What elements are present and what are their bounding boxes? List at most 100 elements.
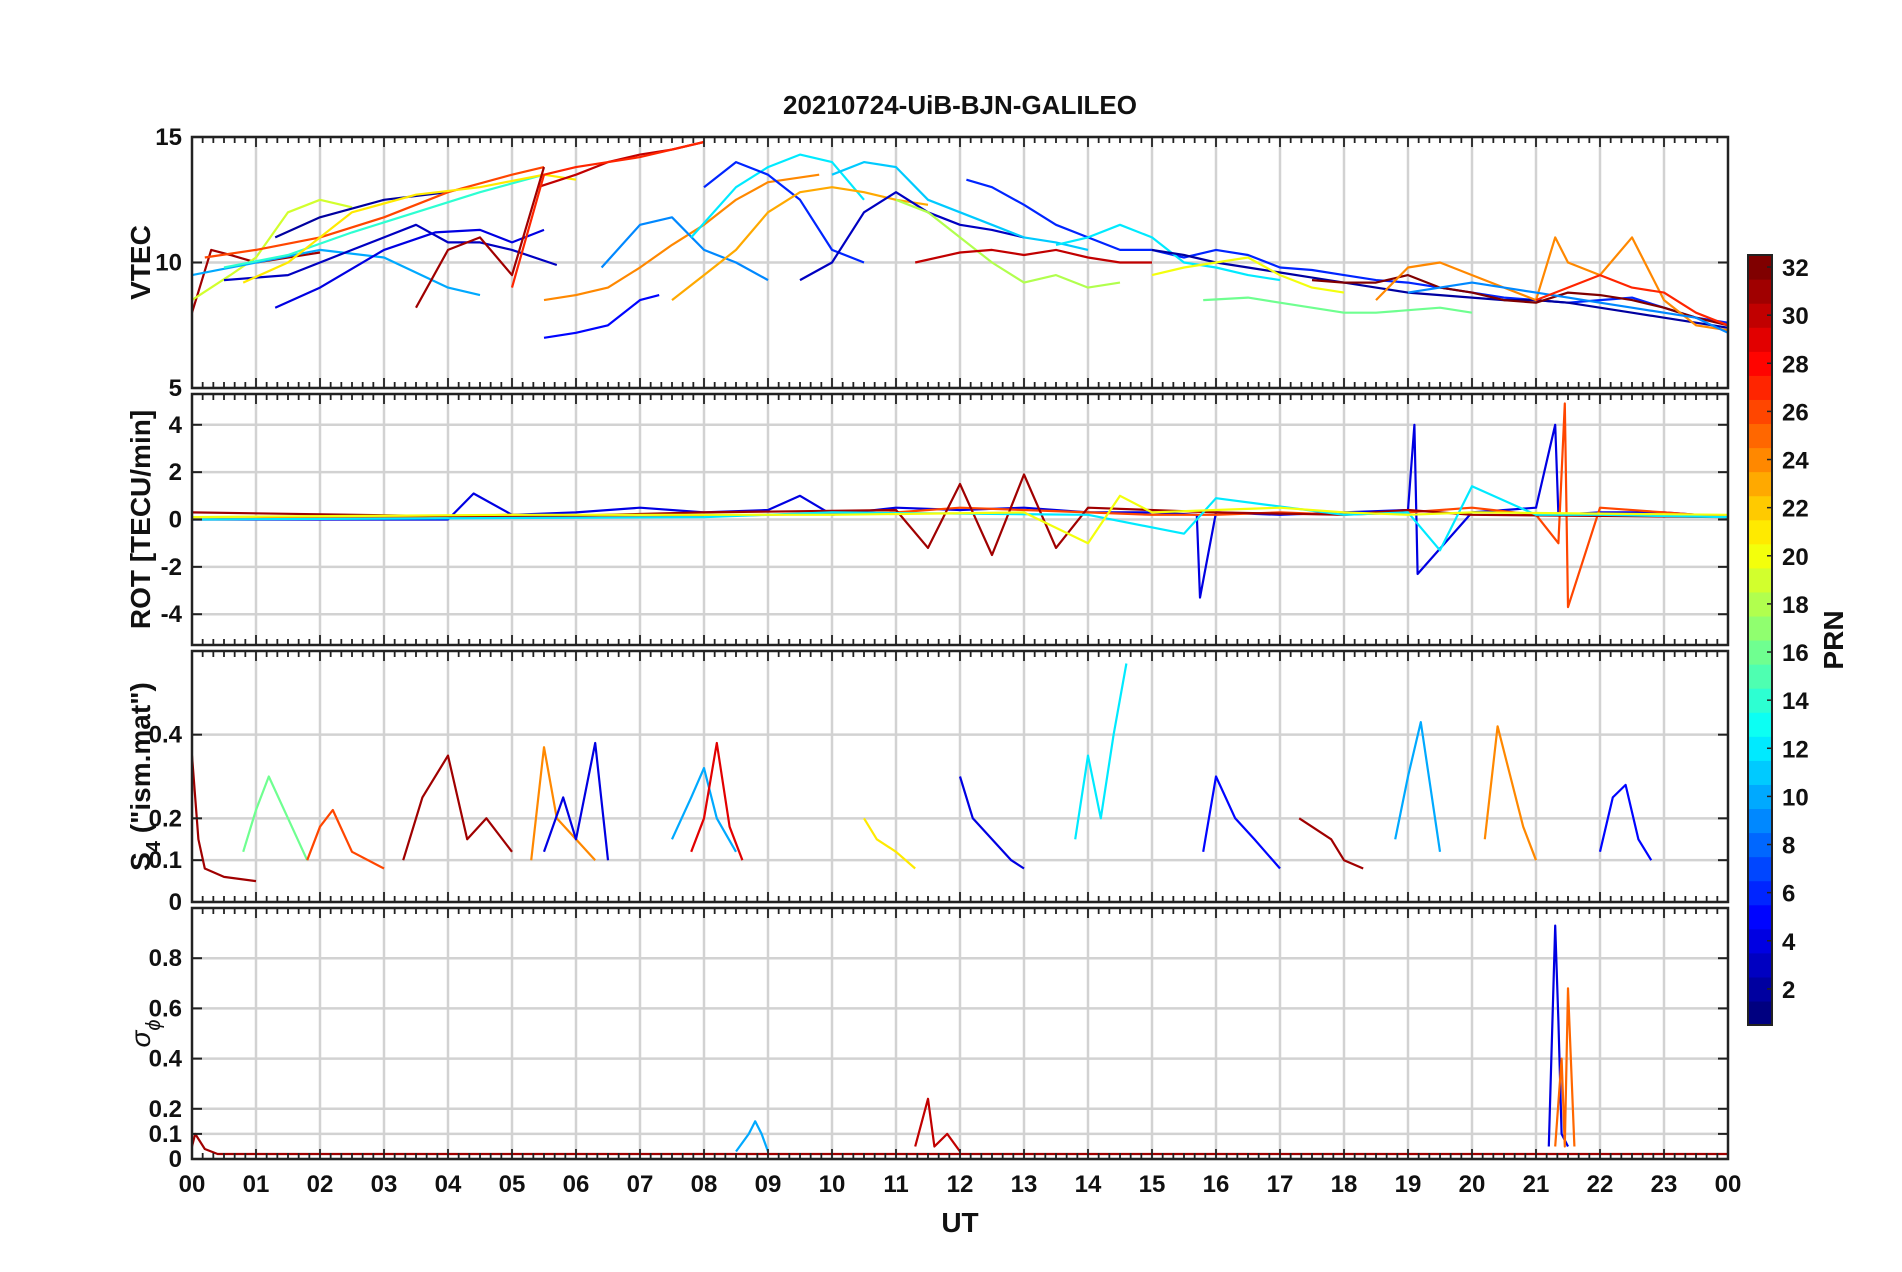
series-group: [192, 663, 1653, 883]
series-line-prn-21: [863, 817, 916, 870]
series-line-prn-12: [1055, 223, 1281, 282]
chart-title: 20210724-UiB-BJN-GALILEO: [783, 90, 1137, 120]
x-tick-label: 16: [1203, 1171, 1230, 1198]
series-line-prn-31: [1298, 817, 1364, 870]
series-line-prn-2: [1151, 248, 1728, 329]
series-line-prn-5: [1598, 783, 1653, 861]
series-line-prn-32: [1311, 274, 1728, 327]
colorbar-tick-label: 22: [1782, 496, 1809, 523]
series-line-prn-16: [1203, 296, 1473, 314]
colorbar-tick-label: 30: [1782, 303, 1809, 330]
x-tick-label: 23: [1651, 1171, 1678, 1198]
series-line-prn-2: [274, 191, 449, 239]
colorbar-tick-label: 18: [1782, 592, 1809, 619]
series-line-prn-31: [402, 754, 513, 861]
colorbar-label: PRN: [1818, 610, 1849, 669]
series-line-prn-26: [306, 808, 385, 870]
x-tick-label: 09: [755, 1171, 782, 1198]
x-tick-label: 00: [1715, 1171, 1742, 1198]
colorbar-tick-label: 2: [1782, 977, 1795, 1004]
x-tick-label: 21: [1523, 1171, 1550, 1198]
series-line-prn-27: [1535, 274, 1728, 327]
series-line-prn-9: [1407, 281, 1728, 334]
series-line-prn-10: [735, 1120, 770, 1153]
series-line-prn-11: [831, 161, 1089, 251]
colorbar-segment: [1748, 1000, 1772, 1026]
panel-2: 00.10.20.4S4 ("ism.mat"): [125, 649, 1730, 916]
y-tick-label: 0.1: [149, 1121, 182, 1148]
colorbar-tick-label: 26: [1782, 399, 1809, 426]
y-tick-label: 0.6: [149, 995, 182, 1022]
series-line-prn-12: [192, 485, 1728, 552]
y-axis-label: S4 ("ism.mat"): [125, 682, 165, 871]
x-tick-label: 18: [1331, 1171, 1358, 1198]
series-line-prn-12: [690, 153, 865, 239]
series-line-prn-5: [543, 294, 660, 339]
series-line-prn-25: [1554, 987, 1576, 1148]
x-tick-label: 14: [1075, 1171, 1102, 1198]
series-line-prn-24: [543, 173, 820, 302]
series-line-prn-29: [690, 741, 744, 861]
x-axis-label: UT: [941, 1207, 978, 1238]
x-tick-label: 00: [179, 1171, 206, 1198]
x-tick-label: 02: [307, 1171, 334, 1198]
series-line-prn-30: [914, 248, 1152, 264]
y-tick-label: -2: [161, 554, 182, 581]
colorbar-segment: [1748, 423, 1772, 449]
series-line-prn-27: [510, 140, 705, 288]
series-line-prn-24: [1375, 236, 1728, 332]
series-line-prn-5: [1202, 775, 1281, 870]
colorbar-segment: [1748, 519, 1772, 545]
series-line-prn-16: [242, 775, 309, 861]
colorbar-tick-label: 8: [1782, 833, 1795, 860]
colorbar-tick-label: 16: [1782, 640, 1809, 667]
series-line-prn-20: [192, 494, 1728, 545]
y-axis-label-main: S: [125, 852, 156, 871]
series-line-prn-31: [192, 248, 321, 314]
y-axis-label: VTEC: [125, 225, 156, 300]
series-line-prn-24: [1483, 725, 1538, 861]
colorbar-segment: [1748, 279, 1772, 304]
y-tick-label: 5: [169, 375, 182, 402]
y-tick-label: 0: [169, 507, 182, 534]
colorbar-tick-label: 20: [1782, 544, 1809, 571]
colorbar-segment: [1748, 471, 1772, 497]
y-tick-label: 0: [169, 889, 182, 916]
y-tick-label: 0: [169, 1146, 182, 1173]
y-tick-label: 15: [155, 124, 182, 151]
colorbar-segment: [1748, 567, 1772, 593]
colorbar-tick-label: 32: [1782, 255, 1809, 282]
series-line-prn-10: [670, 766, 737, 853]
series-line-prn-18: [895, 198, 1121, 289]
series-line-prn-4: [542, 741, 610, 861]
colorbar-segment: [1748, 952, 1772, 978]
y-tick-label: 0.8: [149, 945, 182, 972]
series-line-prn-4: [274, 228, 545, 309]
y-tick-label: 0.2: [149, 805, 182, 832]
series-line-prn-31: [192, 755, 257, 883]
panel-0: 5 10 15 VTEC: [125, 124, 1730, 402]
colorbar-segment: [1748, 712, 1772, 737]
x-tick-label: 20: [1459, 1171, 1486, 1198]
x-tick-label: 05: [499, 1171, 526, 1198]
x-tick-label: 01: [243, 1171, 270, 1198]
series-line-prn-9: [600, 216, 769, 282]
x-tick-label: 08: [691, 1171, 718, 1198]
y-tick-label: 4: [169, 412, 183, 439]
y-axis-label: ROT [TECU/min]: [125, 410, 156, 629]
series-line-prn-3: [799, 191, 1025, 282]
colorbar-segment: [1748, 664, 1772, 689]
colorbar-frame: [1747, 254, 1773, 1026]
series-line-prn-4: [958, 776, 1025, 870]
series-group: [192, 140, 1728, 339]
colorbar-segment: [1748, 856, 1772, 882]
x-tick-label: 10: [819, 1171, 846, 1198]
x-tick-label: 12: [947, 1171, 974, 1198]
colorbar-tick-label: 28: [1782, 351, 1809, 378]
y-tick-label: 2: [169, 459, 182, 486]
y-axis-label-subscript: ϕ: [143, 1019, 165, 1030]
x-tick-label: 11: [883, 1171, 908, 1198]
colorbar-tick-label: 24: [1782, 448, 1809, 475]
series-line-prn-30: [914, 1097, 961, 1153]
x-tick-label: 17: [1267, 1171, 1294, 1198]
